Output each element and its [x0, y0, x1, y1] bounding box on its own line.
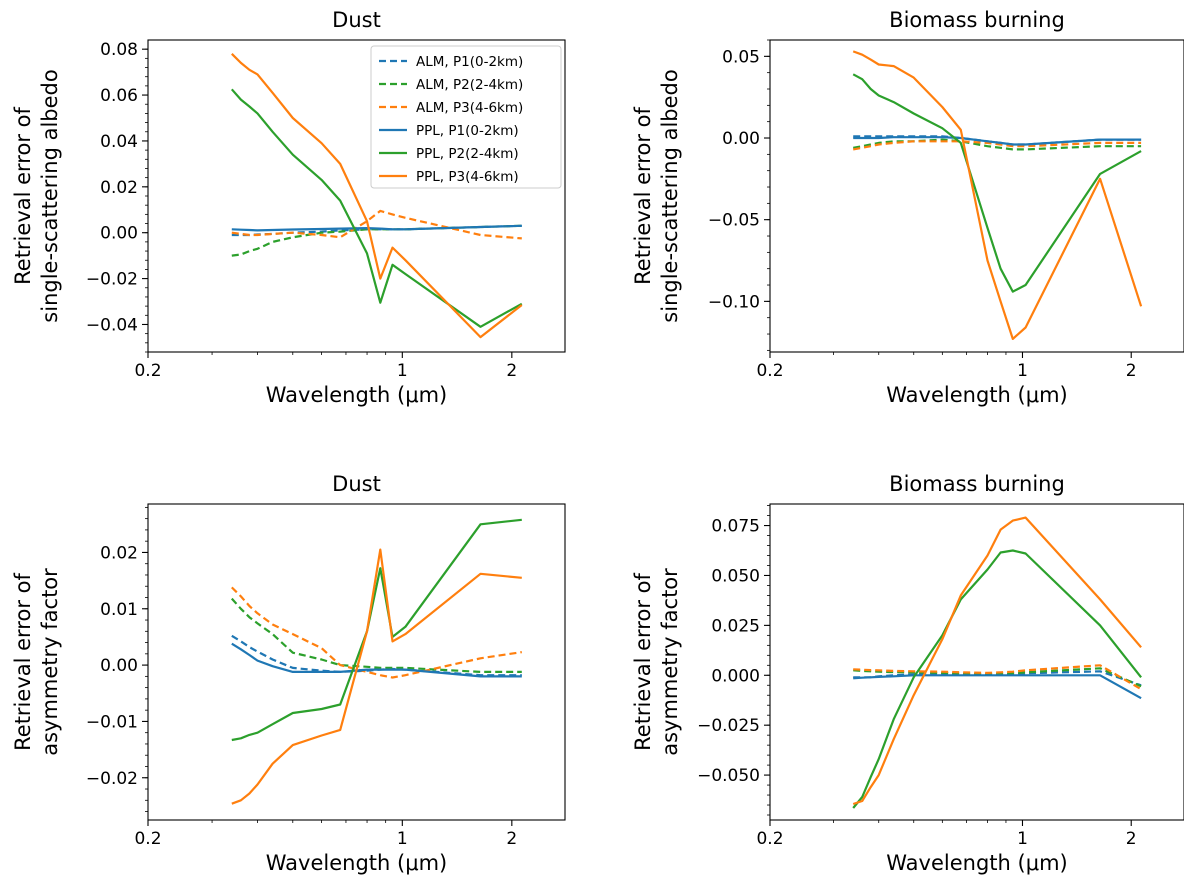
panel-biomass-asym: −0.050 −0.025 0.000 0.025 0.050 0.075 0.2 1 2 Bio…	[631, 472, 1184, 875]
y-tick-label: 0.05	[722, 47, 760, 67]
x-tick-label: 2	[506, 829, 517, 849]
y-tick-label: 0.06	[100, 86, 138, 106]
x-tick-label: 0.2	[756, 829, 783, 849]
x-tick-label: 1	[397, 829, 408, 849]
axes-frame	[769, 503, 1184, 821]
y-tick-label: −0.01	[86, 712, 138, 732]
y-tick-label: 0.08	[100, 40, 138, 60]
legend-label-alm-p1-0-2km: ALM, P1(0-2km)	[416, 54, 523, 70]
series-line-ppl-p2-2-4km	[230, 88, 523, 328]
panel-title: Dust	[332, 8, 381, 32]
x-tick-label: 2	[1126, 361, 1137, 381]
x-tick-label: 2	[1126, 829, 1137, 849]
x-tick-label: 2	[506, 361, 517, 381]
x-axis-label: Wavelength (μm)	[886, 851, 1067, 875]
y-tick-label: 0.00	[100, 656, 138, 676]
x-axis-label: Wavelength (μm)	[266, 851, 447, 875]
series-group	[230, 518, 522, 805]
series-line-alm-p2-2-4km	[231, 224, 522, 257]
y-axis-label-line: Retrieval error of	[11, 107, 35, 285]
y-tick-label: 0.01	[100, 600, 138, 620]
y-axis-label: Retrieval error of asymmetry factor	[631, 568, 682, 756]
y-axis-label-line: single-scattering albedo	[38, 69, 62, 322]
y-tick-label: 0.02	[100, 178, 138, 198]
axes-frame	[147, 503, 566, 821]
series-line-ppl-p1-0-2km	[231, 224, 522, 232]
x-axis-label: Wavelength (μm)	[886, 383, 1067, 407]
series-line-ppl-p2-2-4km	[852, 73, 1142, 293]
y-tick-label: −0.025	[697, 716, 760, 736]
y-tick-label: −0.05	[708, 211, 760, 231]
y-axis-label: Retrieval error of asymmetry factor	[11, 568, 62, 756]
panel-biomass-ssa: −0.10 −0.05 0.00 0.05 0.2 1 2 Biomass burning Wa…	[631, 8, 1184, 407]
y-tick-label: −0.10	[708, 292, 760, 312]
series-line-ppl-p2-2-4km	[231, 518, 522, 742]
series-line-ppl-p3-4-6km	[231, 548, 522, 805]
y-tick-label: 0.00	[722, 129, 760, 149]
panel-title: Dust	[332, 472, 381, 496]
panel-title: Biomass burning	[889, 472, 1065, 496]
series-line-ppl-p1-0-2km	[853, 674, 1142, 700]
y-axis-label-line: single-scattering albedo	[658, 69, 682, 322]
series-line-ppl-p1-0-2km	[231, 642, 522, 678]
x-tick-label: 0.2	[134, 829, 161, 849]
y-tick-label: −0.02	[86, 270, 138, 290]
legend-frame	[370, 45, 562, 189]
series-line-alm-p2-2-4km	[853, 667, 1142, 688]
series-group	[852, 516, 1142, 809]
y-tick-label: 0.075	[711, 517, 760, 537]
series-line-ppl-p3-4-6km	[231, 53, 523, 339]
series-line-alm-p3-4-6km	[853, 664, 1142, 691]
x-tick-label: 1	[397, 361, 408, 381]
y-tick-label: 0.02	[100, 543, 138, 563]
y-axis-label-line: Retrieval error of	[11, 573, 35, 751]
x-tick-label: 0.2	[134, 361, 161, 381]
x-tick-label: 1	[1017, 361, 1028, 381]
y-tick-label: −0.04	[86, 315, 138, 335]
legend-label-ppl-p1-0-2km: PPL, P1(0-2km)	[416, 123, 519, 139]
panel-title: Biomass burning	[889, 8, 1065, 32]
y-tick-label: −0.02	[86, 769, 138, 789]
y-tick-label: 0.000	[711, 666, 760, 686]
legend: ALM, P1(0-2km) ALM, P2(2-4km) ALM, P3(4-6k…	[370, 45, 562, 189]
series-line-alm-p3-4-6km	[853, 140, 1142, 151]
series-line-ppl-p1-0-2km	[853, 136, 1142, 146]
series-line-ppl-p3-4-6km	[852, 50, 1143, 340]
series-line-alm-p3-4-6km	[231, 209, 522, 240]
x-tick-label: 1	[1017, 829, 1028, 849]
y-tick-label: −0.050	[697, 766, 760, 786]
y-tick-label: 0.025	[711, 616, 760, 636]
legend-label-ppl-p2-2-4km: PPL, P2(2-4km)	[416, 146, 519, 162]
y-axis-label-line: asymmetry factor	[38, 568, 62, 756]
panel-dust-ssa: −0.04 −0.02 0.00 0.02 0.04 0.06 0.08 0.2 1 2 Dust W…	[11, 8, 566, 407]
x-tick-label: 0.2	[756, 361, 783, 381]
y-tick-label: 0.00	[100, 224, 138, 244]
legend-label-alm-p2-2-4km: ALM, P2(2-4km)	[416, 77, 523, 93]
legend-label-alm-p3-4-6km: ALM, P3(4-6km)	[416, 100, 523, 116]
y-axis-label: Retrieval error of single-scattering albe…	[631, 69, 682, 322]
series-line-alm-p3-4-6km	[231, 586, 522, 679]
y-tick-label: 0.04	[100, 132, 138, 152]
panel-dust-asym: −0.02 −0.01 0.00 0.01 0.02 0.2 1 2 Dust Wavelengt…	[11, 472, 566, 875]
y-axis-label-line: asymmetry factor	[658, 568, 682, 756]
series-group	[852, 50, 1143, 340]
legend-label-ppl-p3-4-6km: PPL, P3(4-6km)	[416, 169, 519, 185]
y-tick-label: 0.050	[711, 566, 760, 586]
y-axis-label: Retrieval error of single-scattering albe…	[11, 69, 62, 322]
series-group	[230, 53, 523, 339]
series-line-alm-p2-2-4km	[853, 138, 1142, 151]
y-axis-label-line: Retrieval error of	[631, 107, 655, 285]
axes-frame	[769, 39, 1184, 353]
series-line-ppl-p2-2-4km	[852, 549, 1142, 809]
series-line-alm-p2-2-4km	[230, 597, 522, 674]
y-axis-label-line: Retrieval error of	[631, 573, 655, 751]
series-line-ppl-p3-4-6km	[852, 516, 1142, 806]
x-axis-label: Wavelength (μm)	[266, 383, 447, 407]
